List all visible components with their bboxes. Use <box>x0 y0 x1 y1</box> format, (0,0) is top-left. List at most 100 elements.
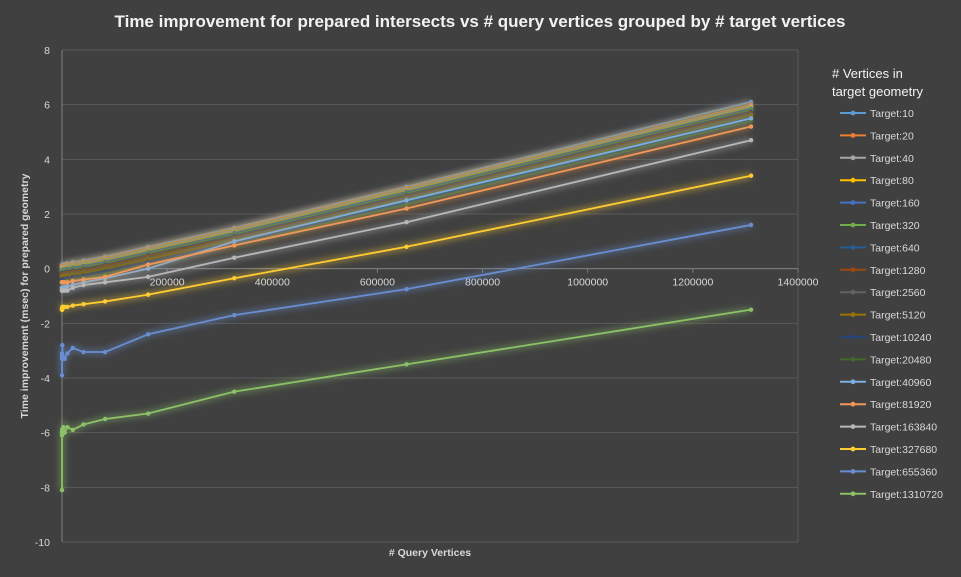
series-group <box>58 98 754 493</box>
data-point <box>70 345 75 351</box>
data-point <box>59 373 65 378</box>
series-target-163840 <box>59 136 754 295</box>
legend-label: Target:160 <box>870 198 920 210</box>
chart-title: Time improvement for prepared intersects… <box>115 12 846 31</box>
x-tick-label: 400000 <box>255 277 290 289</box>
series-target-81920 <box>59 123 754 286</box>
legend-label: Target:320 <box>870 220 920 232</box>
y-tick-label: 0 <box>44 264 50 276</box>
data-point <box>61 425 66 430</box>
data-point <box>65 280 70 285</box>
legend-title-line-2: target geometry <box>832 84 924 99</box>
legend-label: Target:5120 <box>870 310 926 322</box>
data-point <box>81 349 86 355</box>
data-point <box>62 430 67 435</box>
legend-swatch-marker <box>850 379 856 385</box>
legend-swatch-marker <box>850 245 856 250</box>
data-point <box>81 302 86 307</box>
legend-swatch-marker <box>850 177 856 183</box>
legend-label: Target:655360 <box>870 466 937 478</box>
y-tick-label: 6 <box>44 100 50 112</box>
data-point <box>748 124 754 129</box>
x-tick-label: 1400000 <box>778 277 819 289</box>
legend-swatch-marker <box>850 267 856 273</box>
legend-item: Target:655360 <box>840 466 937 478</box>
data-point <box>65 288 70 293</box>
legend-swatch-marker <box>850 401 856 407</box>
data-point <box>60 343 65 348</box>
legend-label: Target:80 <box>870 175 914 187</box>
legend-swatch-marker <box>850 155 856 161</box>
legend-label: Target:10240 <box>870 332 931 344</box>
data-point <box>748 116 754 121</box>
legend-item: Target:20480 <box>840 354 931 366</box>
data-point <box>145 332 151 337</box>
data-point <box>145 274 151 280</box>
legend-label: Target:40960 <box>870 377 931 389</box>
legend-swatch-marker <box>850 357 856 362</box>
data-point <box>748 173 754 178</box>
x-tick-label: 1200000 <box>672 277 713 289</box>
y-tick-label: 8 <box>44 45 50 57</box>
legend-item: Target:320 <box>840 220 920 232</box>
legend-item: Target:160 <box>840 198 920 210</box>
data-point <box>102 416 108 422</box>
legend-item: Target:2560 <box>840 287 926 299</box>
legend-swatch-marker <box>850 289 856 295</box>
legend-label: Target:10 <box>870 108 914 120</box>
y-tick-label: -2 <box>41 318 50 330</box>
data-point <box>232 276 237 281</box>
legend-swatch-marker <box>850 446 856 452</box>
legend: # Vertices in target geometry Target:10T… <box>832 66 943 501</box>
y-axis-title: Time improvement (msec) for prepared geo… <box>19 173 31 418</box>
data-point <box>145 262 151 267</box>
legend-label: Target:2560 <box>870 287 926 299</box>
data-point <box>65 425 70 430</box>
legend-item: Target:80 <box>840 175 914 187</box>
data-point <box>404 206 409 211</box>
legend-swatch-marker <box>850 110 856 116</box>
legend-item: Target:40 <box>840 153 914 165</box>
legend-label: Target:81920 <box>870 399 931 411</box>
legend-label: Target:163840 <box>870 422 937 434</box>
data-point <box>70 285 75 290</box>
legend-swatch-marker <box>850 491 856 497</box>
legend-swatch-marker <box>850 222 856 228</box>
y-tick-label: -6 <box>41 428 50 440</box>
legend-item: Target:10240 <box>840 332 931 344</box>
data-point <box>404 220 409 225</box>
data-point <box>232 312 237 318</box>
legend-label: Target:20480 <box>870 354 931 366</box>
data-point <box>102 280 108 285</box>
data-point <box>81 282 86 288</box>
data-point <box>748 222 754 228</box>
legend-label: Target:327680 <box>870 444 937 456</box>
x-axis-title: # Query Vertices <box>389 547 471 559</box>
legend-swatch-marker <box>850 200 856 206</box>
data-point <box>59 487 65 493</box>
legend-item: Target:1310720 <box>840 489 943 501</box>
legend-item: Target:5120 <box>840 310 926 322</box>
x-tick-label: 1000000 <box>567 277 608 289</box>
series-target-1310720 <box>58 306 754 493</box>
data-point <box>70 303 75 308</box>
legend-item: Target:327680 <box>840 444 937 456</box>
data-point <box>145 411 151 416</box>
y-tick-label: 2 <box>44 209 50 221</box>
data-point <box>70 278 75 284</box>
legend-swatch-marker <box>850 424 856 429</box>
gridlines <box>62 49 799 543</box>
legend-swatch-marker <box>850 469 856 474</box>
legend-label: Target:640 <box>870 242 920 254</box>
y-tick-label: 4 <box>44 154 50 166</box>
data-point <box>81 422 86 427</box>
data-point <box>232 255 237 260</box>
data-point <box>62 356 67 362</box>
series-target-327680 <box>58 172 754 314</box>
data-point <box>102 274 108 280</box>
data-point <box>404 198 409 203</box>
data-point <box>404 244 409 249</box>
legend-item: Target:163840 <box>840 422 937 434</box>
data-point <box>102 299 108 304</box>
